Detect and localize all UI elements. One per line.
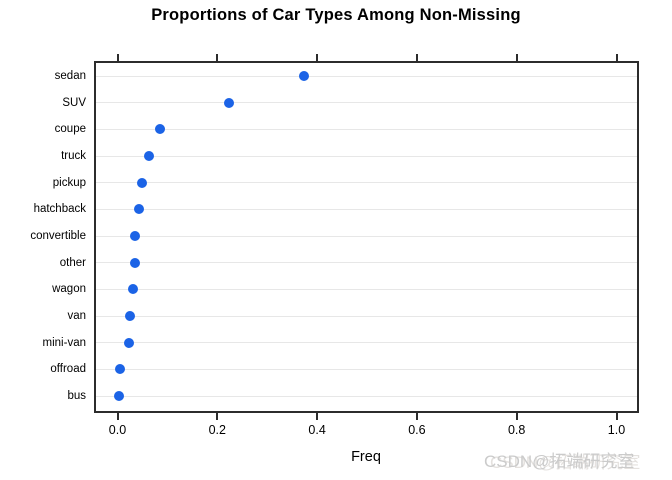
data-point-dot [299, 71, 310, 81]
y-axis-label: sedan [54, 70, 86, 82]
y-axis-label: SUV [62, 96, 86, 109]
y-axis-label: convertible [30, 230, 86, 243]
x-axis-tick-bottom [415, 413, 418, 420]
x-axis-tick-bottom [515, 413, 518, 420]
grid-line [96, 395, 637, 397]
data-point-dot [143, 151, 154, 161]
grid-line [96, 155, 637, 157]
data-point-dot [129, 257, 140, 268]
y-axis-label: van [67, 310, 86, 323]
grid-line [96, 262, 637, 264]
x-axis-tick-bottom [615, 413, 618, 420]
data-point-dot [136, 177, 147, 188]
grid-line [96, 288, 637, 290]
watermark-text: CSDN@拓端研究室 [484, 452, 635, 471]
x-axis-tick-top [316, 54, 319, 61]
x-axis-tick-label: 0.0 [108, 423, 127, 437]
x-axis-tick-label: 0.2 [208, 423, 226, 437]
y-axis-label: wagon [52, 283, 86, 296]
x-axis-tick-top [615, 54, 618, 61]
grid-line [96, 368, 637, 370]
x-axis-tick-label: 0.6 [408, 423, 426, 437]
data-point-dot [130, 231, 141, 242]
y-axis-label: mini-van [42, 336, 86, 349]
data-point-dot [155, 124, 166, 135]
data-point-dot [124, 337, 135, 348]
grid-line [96, 235, 637, 237]
y-axis-label: bus [67, 390, 86, 403]
y-axis-label: coupe [54, 123, 86, 136]
x-axis-tick-top [216, 54, 219, 61]
grid-line [96, 315, 637, 317]
x-axis-tick-bottom [316, 413, 319, 420]
grid-line [96, 182, 637, 184]
plot-area [94, 61, 639, 413]
data-point-dot [114, 364, 125, 375]
chart-title: Proportions of Car Types Among Non-Missi… [151, 6, 521, 24]
x-axis-tick-label: 0.4 [308, 423, 326, 437]
data-point-dot [223, 97, 234, 108]
grid-line [96, 208, 637, 210]
x-axis-tick-bottom [116, 413, 119, 420]
grid-line [96, 128, 637, 130]
data-point-dot [133, 204, 144, 215]
data-point-dot [124, 311, 135, 322]
x-axis-tick-label: 1.0 [607, 423, 626, 437]
grid-line [96, 102, 637, 104]
y-axis-label: offroad [50, 363, 86, 376]
grid-line [96, 75, 637, 77]
y-axis-label: truck [61, 150, 86, 162]
x-axis-tick-bottom [216, 413, 219, 420]
y-axis-label: other [59, 256, 86, 269]
data-point-dot [127, 284, 138, 295]
y-axis-label: pickup [52, 176, 86, 189]
x-axis-tick-top [515, 54, 518, 61]
y-axis-label: hatchback [33, 203, 86, 216]
x-axis-tick-label: 0.8 [507, 423, 526, 437]
x-axis-tick-top [116, 54, 119, 61]
x-axis-tick-top [415, 54, 418, 61]
grid-line [96, 342, 637, 344]
data-point-dot [113, 391, 124, 402]
x-axis-title: Freq [351, 449, 381, 465]
